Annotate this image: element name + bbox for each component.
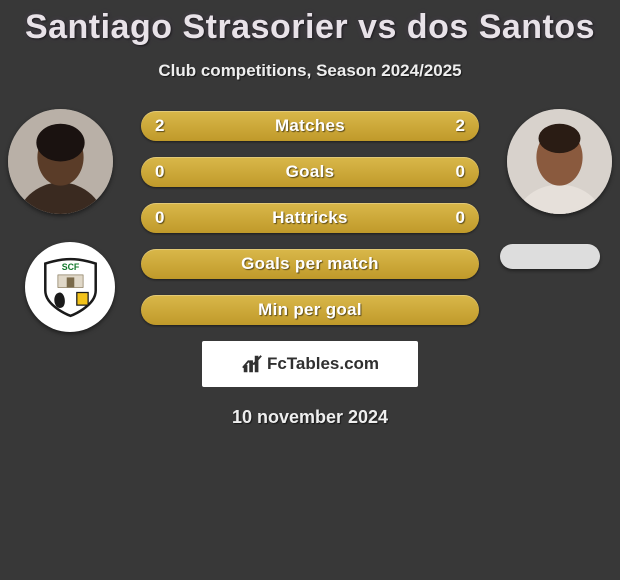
stat-row: 0 Goals 0 <box>141 157 479 187</box>
stat-label: Min per goal <box>258 300 362 320</box>
stat-left-value: 0 <box>155 203 164 233</box>
club-left-badge: SCF <box>25 242 115 332</box>
stat-row: 0 Hattricks 0 <box>141 203 479 233</box>
branding-text: FcTables.com <box>267 354 379 374</box>
shield-icon: SCF <box>39 256 102 319</box>
page-title: Santiago Strasorier vs dos Santos <box>0 0 620 47</box>
comparison-panel: SCF 2 Matches 2 0 Goals 0 0 Hattricks 0 … <box>0 109 620 428</box>
snapshot-date: 10 november 2024 <box>0 407 620 428</box>
stat-label: Hattricks <box>272 208 347 228</box>
player-left-avatar <box>8 109 113 214</box>
club-right-placeholder <box>500 244 600 269</box>
bar-chart-icon <box>241 353 263 375</box>
stat-right-value: 0 <box>456 157 465 187</box>
branding-badge: FcTables.com <box>202 341 418 387</box>
stat-left-value: 2 <box>155 111 164 141</box>
stat-row: Min per goal <box>141 295 479 325</box>
stat-right-value: 0 <box>456 203 465 233</box>
svg-text:SCF: SCF <box>61 261 79 271</box>
stat-row: 2 Matches 2 <box>141 111 479 141</box>
person-icon <box>507 109 612 214</box>
stat-left-value: 0 <box>155 157 164 187</box>
stat-label: Goals per match <box>241 254 379 274</box>
stat-row: Goals per match <box>141 249 479 279</box>
stat-label: Matches <box>275 116 345 136</box>
stat-label: Goals <box>286 162 335 182</box>
page-subtitle: Club competitions, Season 2024/2025 <box>0 61 620 81</box>
stats-rows: 2 Matches 2 0 Goals 0 0 Hattricks 0 Goal… <box>141 109 479 325</box>
player-right-avatar <box>507 109 612 214</box>
person-icon <box>8 109 113 214</box>
stat-right-value: 2 <box>456 111 465 141</box>
